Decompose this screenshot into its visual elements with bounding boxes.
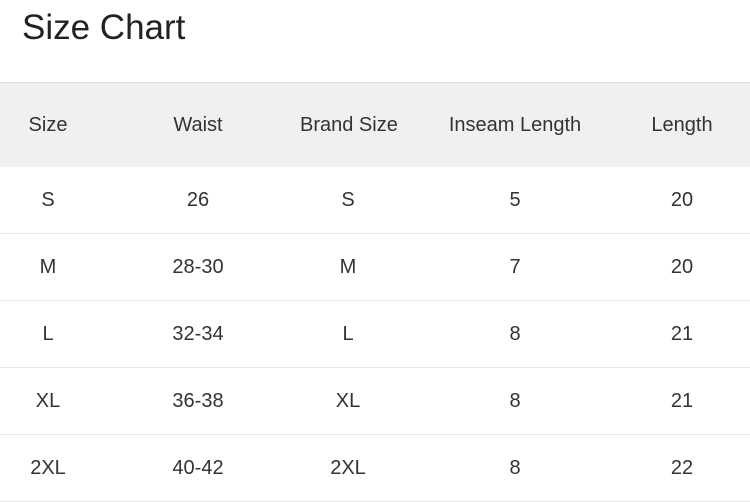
- table-cell: 8: [509, 389, 521, 412]
- table-cell: 21: [670, 389, 694, 412]
- column-header: Length: [651, 113, 713, 136]
- column-header: Size: [28, 113, 68, 136]
- column-header: Brand Size: [300, 113, 398, 136]
- table-cell: 20: [670, 255, 694, 278]
- page-title: Size Chart: [22, 8, 186, 47]
- table-cell: L: [42, 322, 54, 345]
- table-header: Size Waist Brand Size Inseam Length Length: [0, 82, 750, 167]
- table-row: S 26 S 5 20: [0, 167, 750, 234]
- table-cell: 21: [670, 322, 694, 345]
- table-cell: 26: [186, 188, 210, 211]
- table-row: 2XL 40-42 2XL 8 22: [0, 435, 750, 502]
- table-row: L 32-34 L 8 21: [0, 301, 750, 368]
- table-cell: S: [341, 188, 355, 211]
- table-cell: 2XL: [30, 456, 66, 479]
- table-row: XL 36-38 XL 8 21: [0, 368, 750, 435]
- table-cell: S: [41, 188, 55, 211]
- column-header: Waist: [173, 113, 223, 136]
- column-header: Inseam Length: [448, 113, 582, 136]
- table-cell: 28-30: [172, 255, 224, 278]
- table-cell: 36-38: [172, 389, 224, 412]
- table-row: M 28-30 M 7 20: [0, 234, 750, 301]
- table-cell: 5: [509, 188, 521, 211]
- table-cell: 2XL: [330, 456, 366, 479]
- table-cell: XL: [35, 389, 61, 412]
- table-cell: M: [339, 255, 357, 278]
- table-cell: XL: [335, 389, 361, 412]
- table-cell: L: [342, 322, 354, 345]
- table-cell: 7: [509, 255, 521, 278]
- size-chart-table: Size Waist Brand Size Inseam Length Length S…: [0, 82, 750, 502]
- table-cell: 32-34: [172, 322, 224, 345]
- table-cell: 8: [509, 456, 521, 479]
- table-cell: M: [39, 255, 57, 278]
- table-cell: 22: [670, 456, 694, 479]
- table-cell: 8: [509, 322, 521, 345]
- table-cell: 20: [670, 188, 694, 211]
- table-cell: 40-42: [172, 456, 224, 479]
